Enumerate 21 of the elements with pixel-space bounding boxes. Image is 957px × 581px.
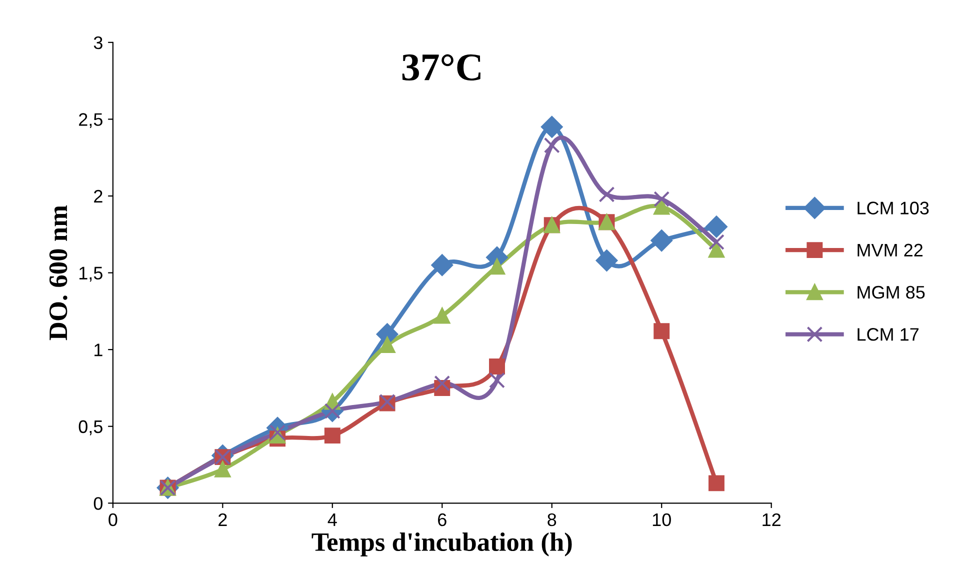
legend-label: MVM 22: [858, 244, 923, 256]
y-tick-label: 2: [94, 190, 102, 203]
x-tick-label: 8: [548, 513, 556, 526]
x-axis-title: Temps d'incubation (h): [312, 532, 572, 556]
y-tick-label: 2,5: [79, 113, 102, 128]
x-tick-label: 10: [652, 513, 671, 526]
y-axis-title: DO. 600 nm: [49, 205, 68, 340]
legend-label: LCM 17: [858, 328, 919, 341]
y-tick-label: 0,5: [78, 420, 102, 436]
x-tick-label: 6: [438, 513, 446, 526]
y-tick-label: 1: [94, 344, 102, 356]
legend-label: MGM 85: [858, 286, 925, 299]
x-tick-label: 0: [108, 513, 118, 526]
chart-title: 37°C: [402, 54, 480, 81]
y-tick-label: 3: [94, 36, 102, 50]
y-tick-label: 0: [94, 497, 102, 510]
x-tick-label: 4: [328, 514, 337, 526]
y-tick-label: 1,5: [79, 266, 102, 282]
x-tick-label: 12: [762, 513, 780, 526]
legend-label: LCM 103: [858, 202, 929, 214]
x-tick-label: 2: [218, 513, 227, 526]
